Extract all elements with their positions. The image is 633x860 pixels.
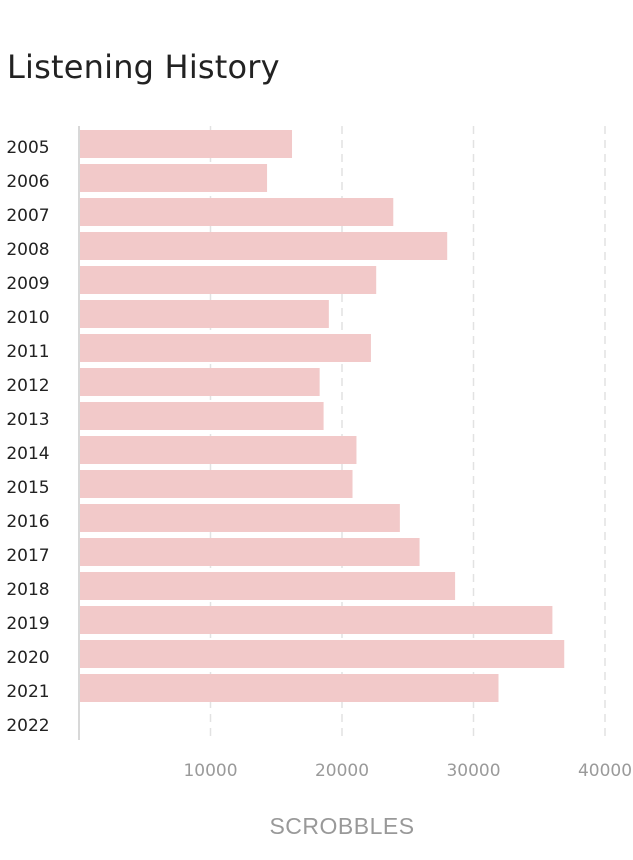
x-tick-label-30000: 30000: [446, 761, 500, 781]
y-tick-label-2007: 2007: [6, 206, 49, 226]
y-tick-label-2011: 2011: [6, 342, 49, 362]
y-tick-label-2022: 2022: [6, 716, 49, 736]
y-tick-label-2018: 2018: [6, 580, 49, 600]
y-tick-label-2006: 2006: [6, 172, 49, 192]
bar-2015: [80, 470, 353, 498]
bar-2012: [80, 368, 320, 396]
y-tick-labels: 2005 2006 2007 2008 2009 2010 2011 2012 2013 2014…: [6, 138, 49, 736]
y-tick-label-2014: 2014: [6, 444, 49, 464]
grid-lines: [209, 126, 606, 740]
bar-2013: [80, 402, 324, 430]
y-tick-label-2020: 2020: [6, 648, 49, 668]
bar-2010: [80, 300, 329, 328]
y-tick-label-2005: 2005: [6, 138, 49, 158]
bar-2006: [80, 164, 268, 192]
bar-2019: [80, 606, 553, 634]
bar-2016: [80, 504, 400, 532]
bar-2005: [80, 130, 293, 158]
y-tick-label-2013: 2013: [6, 410, 49, 430]
y-tick-label-2010: 2010: [6, 308, 49, 328]
x-tick-label-20000: 20000: [315, 761, 369, 781]
bar-2020: [80, 640, 565, 668]
x-tick-label-40000: 40000: [578, 761, 632, 781]
y-tick-label-2009: 2009: [6, 274, 49, 294]
bar-2021: [80, 674, 499, 702]
bar-2008: [80, 232, 448, 260]
bar-2007: [80, 198, 394, 226]
x-tick-label-10000: 10000: [183, 761, 237, 781]
bars: [80, 130, 565, 702]
page-title: Listening History: [7, 48, 280, 86]
bar-2009: [80, 266, 377, 294]
y-tick-label-2019: 2019: [6, 614, 49, 634]
bar-2011: [80, 334, 371, 362]
y-tick-label-2015: 2015: [6, 478, 49, 498]
bar-2014: [80, 436, 357, 464]
y-tick-label-2017: 2017: [6, 546, 49, 566]
x-axis-label: SCROBBLES: [269, 813, 414, 839]
bar-2017: [80, 538, 420, 566]
y-tick-label-2008: 2008: [6, 240, 49, 260]
y-tick-label-2016: 2016: [6, 512, 49, 532]
y-tick-label-2021: 2021: [6, 682, 49, 702]
x-tick-labels: 10000 20000 30000 40000: [183, 761, 632, 781]
y-tick-label-2012: 2012: [6, 376, 49, 396]
bar-2018: [80, 572, 456, 600]
